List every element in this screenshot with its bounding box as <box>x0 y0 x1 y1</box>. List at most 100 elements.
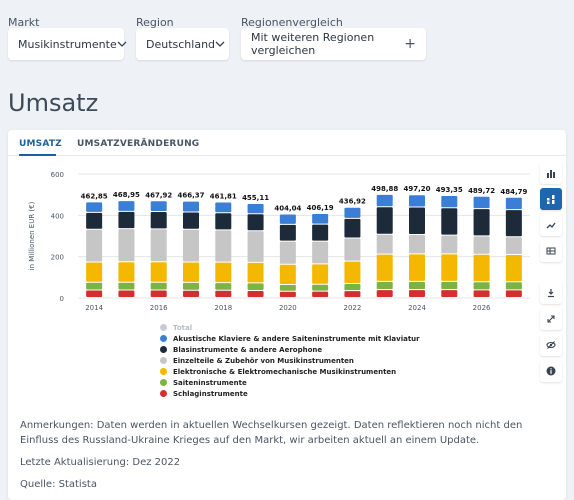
bar-segment <box>312 284 329 291</box>
compare-regions-button[interactable]: Mit weiteren Regionen vergleichen + <box>241 28 426 60</box>
stacked-bar-chart: 0 200 400 600 in Millionen EUR (€) 462,85 2014… <box>28 171 530 312</box>
info-button[interactable] <box>540 360 562 382</box>
bar-segment <box>505 282 522 290</box>
x-tick-label: 2014 <box>85 304 103 312</box>
chevron-down-icon <box>215 39 225 49</box>
bar-segment <box>150 290 167 297</box>
tab-umsatz[interactable]: UMSATZ <box>19 139 62 149</box>
expand-button[interactable] <box>540 308 562 330</box>
legend-label: Total <box>173 323 193 332</box>
bar-segment <box>409 234 425 254</box>
line-chart-icon <box>546 222 556 229</box>
legend-item[interactable]: Blasinstrumente & andere Aerophone <box>160 344 420 355</box>
bar-segment <box>215 230 232 262</box>
bar-segment <box>409 281 425 290</box>
bar-segment <box>247 214 264 231</box>
bar-segment <box>279 224 296 241</box>
bar-segment <box>312 224 329 241</box>
bar-segment <box>86 212 103 229</box>
bar-segment <box>279 291 296 297</box>
bar-segment <box>150 229 167 262</box>
legend-dot-icon <box>160 335 167 342</box>
legend-dot-icon <box>160 379 167 386</box>
bar-segment <box>247 290 264 297</box>
bar-segment <box>312 291 329 297</box>
bar-segment <box>312 264 329 284</box>
x-tick-label: 2018 <box>214 304 232 312</box>
compare-regions-label: Mit weiteren Regionen vergleichen <box>251 31 375 57</box>
bar-segment <box>86 282 103 290</box>
legend-dot-icon <box>160 324 167 331</box>
download-button[interactable] <box>540 282 562 304</box>
tab-umsatzveraenderung[interactable]: UMSATZVERÄNDERUNG <box>77 139 200 149</box>
bar-segment <box>376 234 393 254</box>
total-label: 484,79 <box>500 188 527 196</box>
bar-segment <box>505 290 522 297</box>
bar-segment <box>441 196 458 208</box>
bar-segment <box>118 211 135 229</box>
table-view-button[interactable] <box>540 240 562 262</box>
line-chart-button[interactable] <box>540 214 562 236</box>
total-label: 467,92 <box>145 191 172 199</box>
bar-segment <box>312 241 329 264</box>
bar-chart-button[interactable] <box>540 162 562 184</box>
bar-segment <box>376 254 393 281</box>
legend-item[interactable]: Saiteninstrumente <box>160 377 420 388</box>
stacked-bar-button[interactable] <box>540 188 562 210</box>
bar-segment <box>247 203 264 214</box>
bar-segment <box>441 208 458 235</box>
legend-dot-icon <box>160 357 167 364</box>
total-label: 468,95 <box>113 191 140 199</box>
bar-segment <box>473 290 490 297</box>
chevron-down-icon <box>117 39 127 49</box>
bar-segment <box>344 261 361 283</box>
legend-label: Elektronische & Elektromechanische Musik… <box>173 367 397 376</box>
legend-item[interactable]: Einzelteile & Zubehör von Musikinstrumen… <box>160 355 420 366</box>
bar-segment <box>215 202 232 213</box>
legend-label: Einzelteile & Zubehör von Musikinstrumen… <box>173 356 354 365</box>
markt-select[interactable]: Musikinstrumente <box>8 28 127 60</box>
legend-label: Schlaginstrumente <box>173 389 248 398</box>
bar-segment <box>441 254 458 281</box>
bar-segment <box>409 207 425 234</box>
bar-segment <box>279 214 296 224</box>
bar-segment <box>279 284 296 291</box>
bar-segment <box>150 201 167 212</box>
bar-segment <box>150 282 167 290</box>
y-tick-label: 600 <box>51 171 64 179</box>
bar-segment <box>441 290 458 297</box>
tab-bar: UMSATZ UMSATZVERÄNDERUNG <box>8 130 566 156</box>
x-tick-label: 2020 <box>279 304 297 312</box>
bar-segment <box>312 214 329 224</box>
chart-legend: Total Akustische Klaviere & andere Saiten… <box>160 322 420 399</box>
table-icon <box>546 247 556 255</box>
last-update-text: Letzte Aktualisierung: Dez 2022 <box>20 457 181 468</box>
bar-segment <box>118 262 135 282</box>
source-text: Quelle: Statista <box>20 479 97 490</box>
chart-toolbar <box>540 162 562 386</box>
legend-item[interactable]: Elektronische & Elektromechanische Musik… <box>160 366 420 377</box>
region-label: Region <box>136 16 174 29</box>
markt-label: Markt <box>8 16 40 29</box>
bar-segment <box>505 210 522 237</box>
x-tick-label: 2016 <box>150 304 168 312</box>
bar-segment <box>376 281 393 290</box>
bar-segment <box>279 241 296 264</box>
legend-item[interactable]: Akustische Klaviere & andere Saiteninstr… <box>160 333 420 344</box>
region-select[interactable]: Deutschland <box>136 28 229 60</box>
y-tick-label: 400 <box>51 212 64 220</box>
legend-label: Saiteninstrumente <box>173 378 247 387</box>
legend-item[interactable]: Schlaginstrumente <box>160 388 420 399</box>
hide-button[interactable] <box>540 334 562 356</box>
bar-segment <box>344 291 361 297</box>
bar-segment <box>86 202 103 212</box>
legend-item[interactable]: Total <box>160 322 420 333</box>
total-label: 406,19 <box>307 204 334 212</box>
bar-segment <box>473 254 490 282</box>
bar-segment <box>86 290 103 297</box>
bar-segment <box>505 255 522 282</box>
bar-segment <box>505 197 522 210</box>
legend-label: Blasinstrumente & andere Aerophone <box>173 345 323 354</box>
bar-segment <box>247 231 264 262</box>
bar-segment <box>183 212 199 229</box>
